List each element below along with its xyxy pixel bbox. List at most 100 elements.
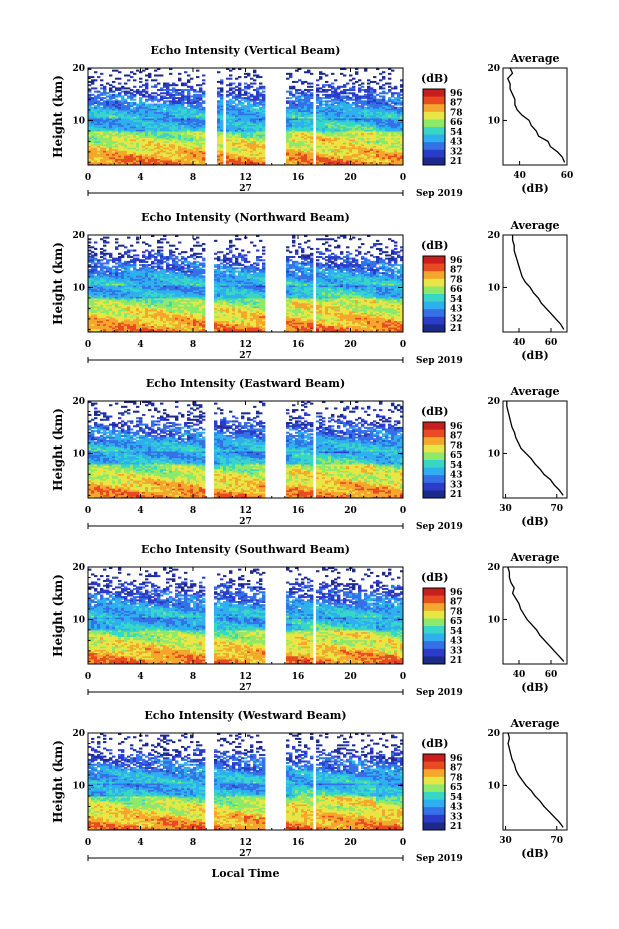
colorbar-label: 33	[450, 812, 463, 822]
colorbar	[423, 89, 445, 165]
colorbar-label: 43	[450, 138, 463, 148]
y-tick-label: 20	[72, 729, 85, 739]
colorbar-label: 32	[450, 147, 463, 157]
colorbar-label: 21	[450, 822, 463, 832]
colorbar-label: 65	[450, 451, 463, 461]
avg-y-tick-label: 10	[487, 283, 500, 293]
y-tick-label: 20	[72, 231, 85, 241]
colorbar-label: 66	[450, 285, 463, 295]
colorbar-label: 54	[450, 627, 463, 637]
x-tick-label: 20	[344, 672, 357, 682]
avg-x-axis-label: (dB)	[521, 182, 548, 195]
avg-x-tick-label: 60	[545, 338, 558, 348]
x-tick-label: 0	[85, 672, 91, 682]
x-tick-label: 0	[400, 340, 406, 350]
panel-5: Echo Intensity (Westward Beam)0 4 8 12 16 20 0…	[51, 709, 567, 880]
heatmap	[88, 401, 403, 498]
date-day: 27	[239, 683, 252, 693]
avg-x-tick-label: 70	[550, 504, 563, 514]
x-tick-label: 0	[400, 173, 406, 183]
x-tick-label: 12	[239, 506, 252, 516]
x-tick-label: 20	[344, 506, 357, 516]
avg-y-tick-label: 20	[487, 64, 500, 74]
colorbar-label: 33	[450, 646, 463, 656]
avg-y-tick-label: 20	[487, 397, 500, 407]
average-profile-line	[508, 68, 565, 162]
y-axis-label: Height (km)	[51, 75, 65, 158]
avg-x-tick-label: 40	[513, 338, 526, 348]
x-tick-label: 4	[137, 340, 143, 350]
average-title: Average	[509, 551, 559, 564]
average-title: Average	[509, 717, 559, 730]
colorbar-label: 43	[450, 803, 463, 813]
x-tick-label: 0	[85, 838, 91, 848]
colorbar-label: 96	[450, 422, 463, 432]
colorbar-label: 33	[450, 480, 463, 490]
y-tick-label: 10	[72, 116, 85, 126]
avg-y-tick-label: 10	[487, 116, 500, 126]
panel-3: Echo Intensity (Eastward Beam)0 4 8 12 16 20 0…	[51, 377, 567, 532]
x-tick-label: 20	[344, 838, 357, 848]
y-tick-label: 10	[72, 283, 85, 293]
date-day: 27	[239, 351, 252, 361]
panel-title: Echo Intensity (Vertical Beam)	[150, 44, 340, 57]
x-tick-label: 4	[137, 173, 143, 183]
colorbar-label: 21	[450, 490, 463, 500]
colorbar-unit: (dB)	[421, 571, 448, 584]
y-axis-label: Height (km)	[51, 740, 65, 823]
avg-x-tick-label: 60	[545, 670, 558, 680]
panel-4: Echo Intensity (Southward Beam)0 4 8 12 16 20…	[51, 543, 567, 698]
colorbar-label: 54	[450, 461, 463, 471]
colorbar-label: 78	[450, 108, 463, 118]
colorbar-label: 65	[450, 617, 463, 627]
colorbar-label: 21	[450, 157, 463, 167]
colorbar-label: 87	[450, 266, 463, 276]
avg-y-tick-label: 20	[487, 729, 500, 739]
date-month-year: Sep 2019	[416, 189, 463, 199]
y-axis-label: Height (km)	[51, 408, 65, 491]
average-title: Average	[509, 385, 559, 398]
colorbar-label: 87	[450, 764, 463, 774]
colorbar-unit: (dB)	[421, 405, 448, 418]
heatmap	[88, 567, 403, 664]
heatmap	[88, 235, 403, 332]
colorbar-label: 54	[450, 295, 463, 305]
date-month-year: Sep 2019	[416, 356, 463, 366]
average-frame	[503, 733, 567, 830]
panel-title: Echo Intensity (Northward Beam)	[141, 211, 350, 224]
colorbar-label: 78	[450, 275, 463, 285]
x-tick-label: 8	[190, 838, 196, 848]
colorbar-label: 78	[450, 607, 463, 617]
colorbar-label: 66	[450, 118, 463, 128]
avg-x-tick-label: 30	[499, 836, 512, 846]
colorbar-label: 78	[450, 773, 463, 783]
avg-x-tick-label: 70	[550, 836, 563, 846]
x-tick-label: 0	[85, 506, 91, 516]
average-profile-line	[508, 733, 563, 827]
date-day: 27	[239, 517, 252, 527]
panel-title: Echo Intensity (Eastward Beam)	[146, 377, 345, 390]
colorbar-label: 87	[450, 99, 463, 109]
colorbar-label: 96	[450, 588, 463, 598]
avg-x-tick-label: 40	[513, 171, 526, 181]
colorbar-label: 65	[450, 783, 463, 793]
y-tick-label: 10	[72, 449, 85, 459]
y-tick-label: 20	[72, 563, 85, 573]
avg-y-tick-label: 20	[487, 563, 500, 573]
date-month-year: Sep 2019	[416, 688, 463, 698]
x-tick-label: 16	[292, 672, 305, 682]
y-axis-label: Height (km)	[51, 242, 65, 325]
avg-y-tick-label: 10	[487, 615, 500, 625]
x-tick-label: 12	[239, 173, 252, 183]
average-frame	[503, 567, 567, 664]
x-tick-label: 12	[239, 672, 252, 682]
average-frame	[503, 68, 567, 165]
average-frame	[503, 401, 567, 498]
date-month-year: Sep 2019	[416, 522, 463, 532]
average-profile-line	[508, 567, 564, 661]
y-tick-label: 20	[72, 64, 85, 74]
x-tick-label: 0	[85, 173, 91, 183]
y-axis-label: Height (km)	[51, 574, 65, 657]
avg-y-tick-label: 20	[487, 231, 500, 241]
x-tick-label: 20	[344, 340, 357, 350]
